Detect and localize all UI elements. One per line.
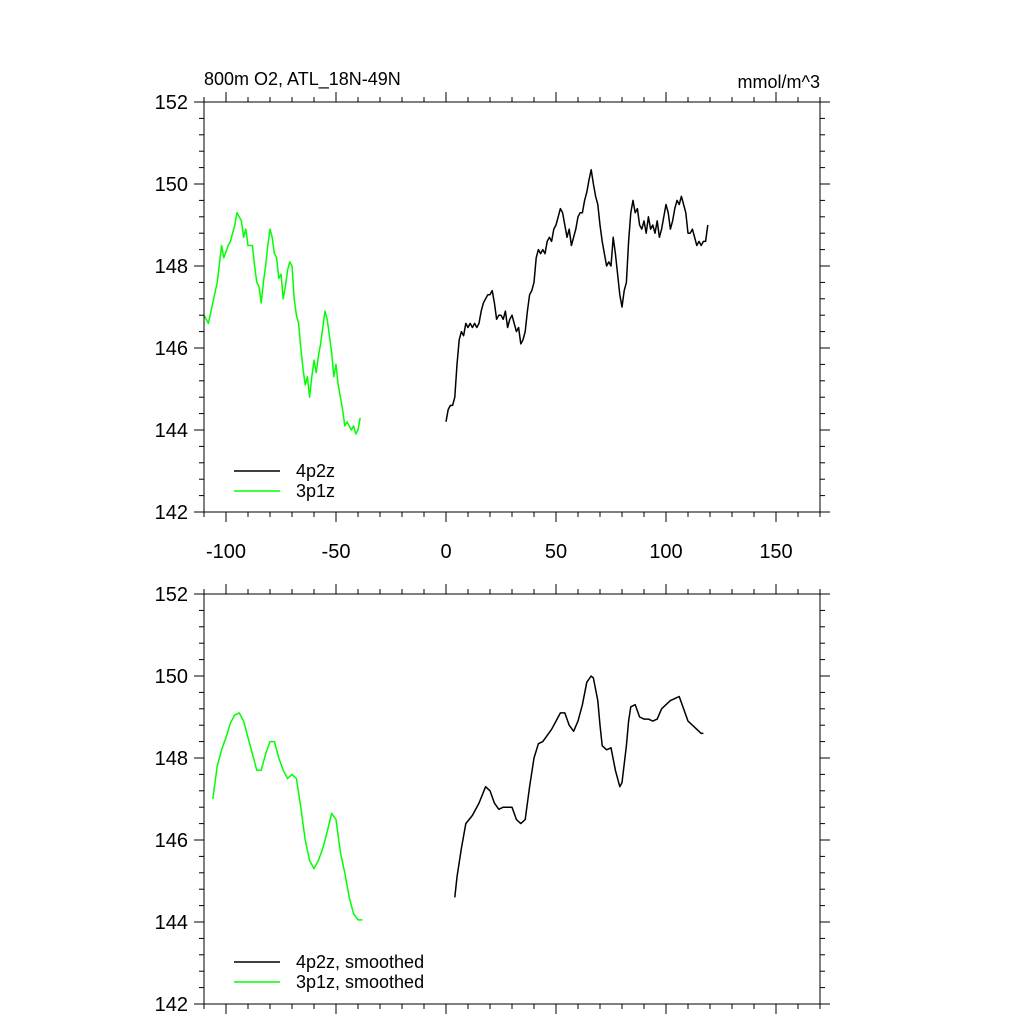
top-panel-frame xyxy=(203,101,821,513)
y-tick-label: 144 xyxy=(155,912,188,934)
y-tick-label: 146 xyxy=(155,338,188,360)
bottom-panel-legend: 4p2z, smoothed 3p1z, smoothed xyxy=(234,952,424,992)
y-tick-label: 142 xyxy=(155,502,188,524)
series-line-4p2z xyxy=(445,168,709,422)
bottom-panel-frame xyxy=(203,593,821,1005)
x-tick-label: 0 xyxy=(440,541,451,563)
legend-label-3p1z: 3p1z xyxy=(296,481,335,501)
y-tick-label: 152 xyxy=(155,584,188,606)
legend-label-4p2z-smoothed: 4p2z, smoothed xyxy=(296,952,424,972)
bottom-panel-lines xyxy=(212,675,704,921)
x-tick-label: 50 xyxy=(545,541,567,563)
series-line-3p1z xyxy=(203,211,361,435)
bottom-panel: 142 144 146 148 150 152 4p2z, smoothed 3p1z, … xyxy=(155,584,830,1016)
y-tick-label: 148 xyxy=(155,256,188,278)
y-tick-label: 150 xyxy=(155,174,188,196)
y-tick-label: 148 xyxy=(155,748,188,770)
top-panel-ticks: -100 -50 0 50 100 150 142 144 146 148 150 152 xyxy=(155,92,830,563)
top-panel-units: mmol/m^3 xyxy=(738,72,820,92)
series-line-3p1z-smoothed xyxy=(212,712,363,921)
x-tick-label: -100 xyxy=(206,541,246,563)
bottom-panel-ticks: 142 144 146 148 150 152 xyxy=(155,584,830,1016)
y-tick-label: 146 xyxy=(155,830,188,852)
y-tick-label: 152 xyxy=(155,92,188,114)
y-tick-label: 150 xyxy=(155,666,188,688)
x-tick-label: 150 xyxy=(759,541,792,563)
x-tick-label: 100 xyxy=(649,541,682,563)
y-tick-label: 142 xyxy=(155,994,188,1016)
x-tick-label: -50 xyxy=(322,541,351,563)
series-line-4p2z-smoothed xyxy=(454,675,704,898)
top-panel-lines xyxy=(203,168,709,435)
legend-label-3p1z-smoothed: 3p1z, smoothed xyxy=(296,972,424,992)
top-panel-legend: 4p2z 3p1z xyxy=(234,461,335,501)
top-panel: 800m O2, ATL_18N-49N mmol/m^3 -100 -50 0 50… xyxy=(155,69,830,563)
top-panel-title: 800m O2, ATL_18N-49N xyxy=(204,69,401,90)
legend-label-4p2z: 4p2z xyxy=(296,461,335,481)
y-tick-label: 144 xyxy=(155,420,188,442)
